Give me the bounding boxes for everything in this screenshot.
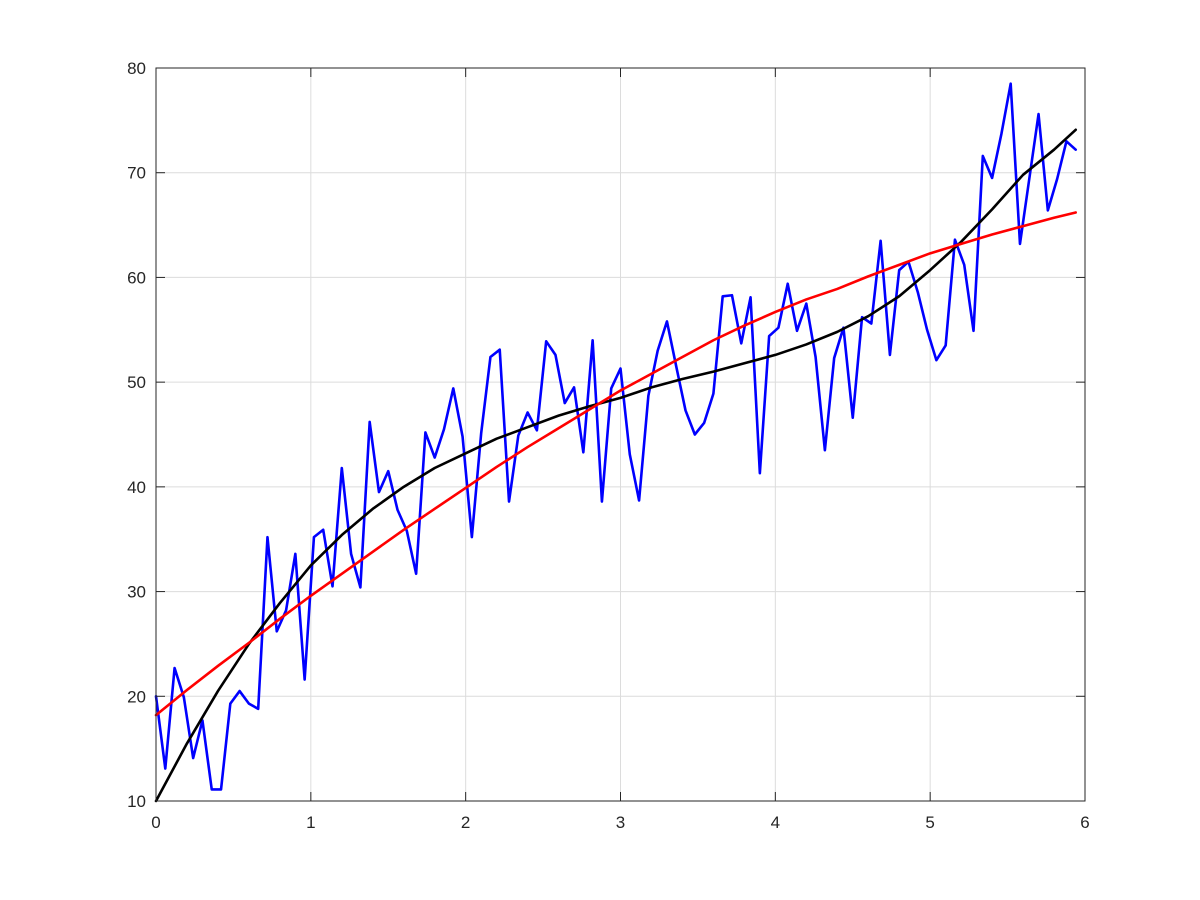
y-tick-label: 40 bbox=[127, 478, 146, 497]
y-tick-label: 20 bbox=[127, 687, 146, 706]
x-tick-label: 5 bbox=[925, 813, 934, 832]
x-tick-label: 0 bbox=[151, 813, 160, 832]
x-tick-label: 1 bbox=[306, 813, 315, 832]
x-tick-label: 2 bbox=[461, 813, 470, 832]
x-tick-label: 6 bbox=[1080, 813, 1089, 832]
y-tick-label: 70 bbox=[127, 164, 146, 183]
cubic-fit-series-line bbox=[154, 128, 1078, 803]
series-group bbox=[154, 82, 1078, 803]
y-tick-label: 30 bbox=[127, 583, 146, 602]
grid bbox=[155, 67, 1086, 802]
axis-tick-labels: 0 1 2 3 4 5 6 10 20 30 40 50 60 70 80 bbox=[127, 59, 1090, 832]
quadratic-fit-series-line bbox=[154, 211, 1078, 717]
axis-ticks bbox=[155, 67, 1086, 802]
noisy-data-series-line bbox=[154, 82, 1078, 791]
x-tick-label: 4 bbox=[771, 813, 780, 832]
y-tick-label: 50 bbox=[127, 373, 146, 392]
y-tick-label: 80 bbox=[127, 59, 146, 78]
x-tick-label: 3 bbox=[616, 813, 625, 832]
y-tick-label: 60 bbox=[127, 268, 146, 287]
y-tick-label: 10 bbox=[127, 792, 146, 811]
